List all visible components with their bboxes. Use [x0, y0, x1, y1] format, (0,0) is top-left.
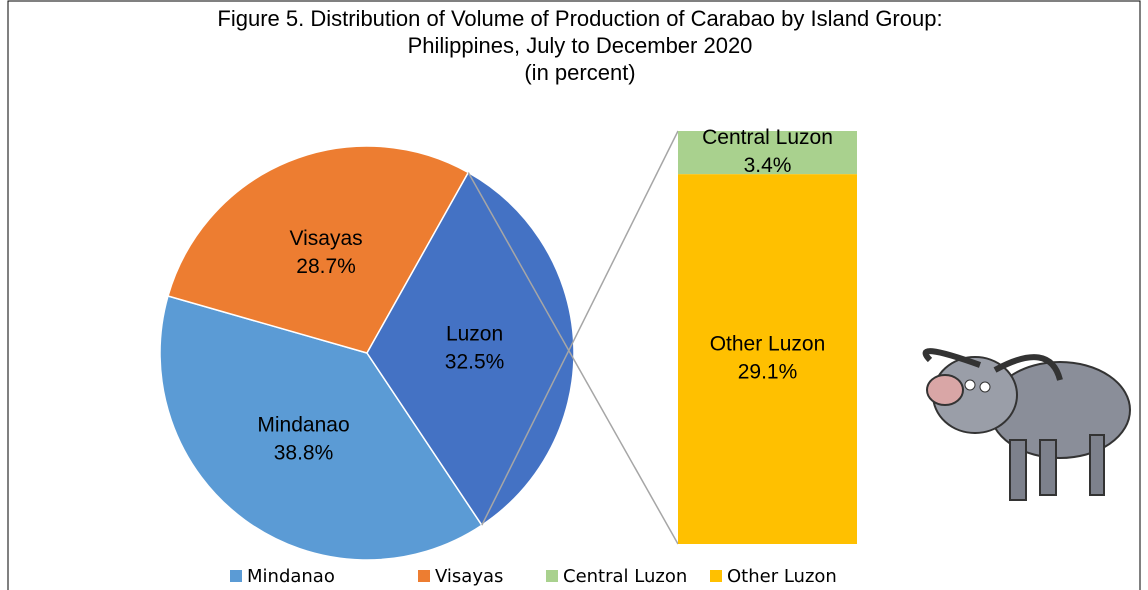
pie-slice	[366, 171, 575, 527]
slice-label: Luzon	[446, 322, 503, 345]
legend-swatch	[418, 570, 430, 582]
legend-swatch	[710, 570, 722, 582]
segment-label: Other Luzon	[710, 333, 826, 356]
legend-label: Visayas	[435, 566, 503, 587]
connector-line	[481, 130, 679, 526]
chart-note: (in percent)	[524, 60, 635, 85]
legend-swatch	[230, 570, 242, 582]
slice-value-label: 32.5%	[445, 350, 505, 373]
pie-slice	[167, 145, 470, 354]
legend-label: Mindanao	[247, 566, 335, 587]
pie-slice	[159, 295, 483, 561]
segment-label: Central Luzon	[702, 126, 833, 149]
segment-value-label: 3.4%	[744, 154, 792, 177]
chart-subtitle: Philippines, July to December 2020	[408, 33, 753, 58]
chart-title: Figure 5. Distribution of Volume of Prod…	[217, 6, 942, 31]
slice-value-label: 38.8%	[274, 441, 334, 464]
segment-value-label: 29.1%	[738, 361, 798, 384]
carabao-illustration	[922, 348, 1131, 501]
bar-segment	[678, 174, 857, 544]
legend-label: Central Luzon	[563, 566, 687, 587]
connector-line	[467, 172, 679, 545]
bar-segment	[678, 131, 857, 175]
slice-value-label: 28.7%	[296, 255, 356, 278]
slice-label: Mindanao	[257, 413, 349, 436]
slice-label: Visayas	[289, 227, 362, 250]
legend-swatch	[546, 570, 558, 582]
legend-label: Other Luzon	[727, 566, 837, 587]
